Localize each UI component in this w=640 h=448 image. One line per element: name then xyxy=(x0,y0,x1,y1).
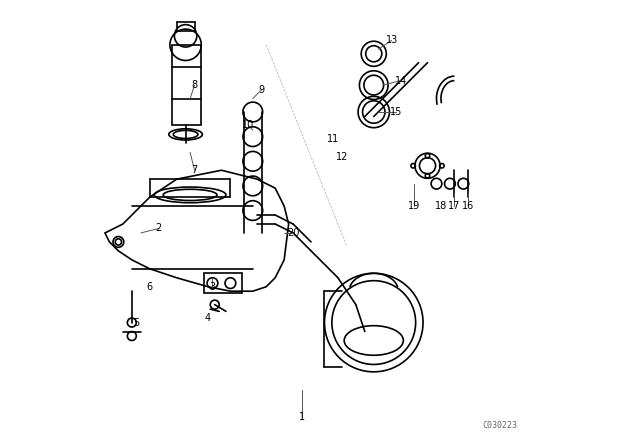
Text: C030223: C030223 xyxy=(482,421,517,430)
Polygon shape xyxy=(105,170,289,291)
Bar xyxy=(172,45,202,125)
Text: 4: 4 xyxy=(205,313,211,323)
Text: 6: 6 xyxy=(147,282,153,292)
Text: 12: 12 xyxy=(336,152,349,162)
Bar xyxy=(204,273,242,293)
Text: 11: 11 xyxy=(327,134,340,144)
Text: 17: 17 xyxy=(448,201,461,211)
Text: 14: 14 xyxy=(394,76,407,86)
Text: 13: 13 xyxy=(385,35,398,45)
Text: 9: 9 xyxy=(259,85,265,95)
Text: 5: 5 xyxy=(133,318,140,327)
Text: 2: 2 xyxy=(156,224,162,233)
Text: 18: 18 xyxy=(435,201,447,211)
Text: 7: 7 xyxy=(191,165,198,175)
Text: 10: 10 xyxy=(242,121,255,130)
Text: 1: 1 xyxy=(299,412,305,422)
Text: 3: 3 xyxy=(209,282,216,292)
Text: 19: 19 xyxy=(408,201,420,211)
Text: 20: 20 xyxy=(287,228,300,238)
Text: 15: 15 xyxy=(390,107,403,117)
Text: 16: 16 xyxy=(461,201,474,211)
Text: 8: 8 xyxy=(191,80,198,90)
